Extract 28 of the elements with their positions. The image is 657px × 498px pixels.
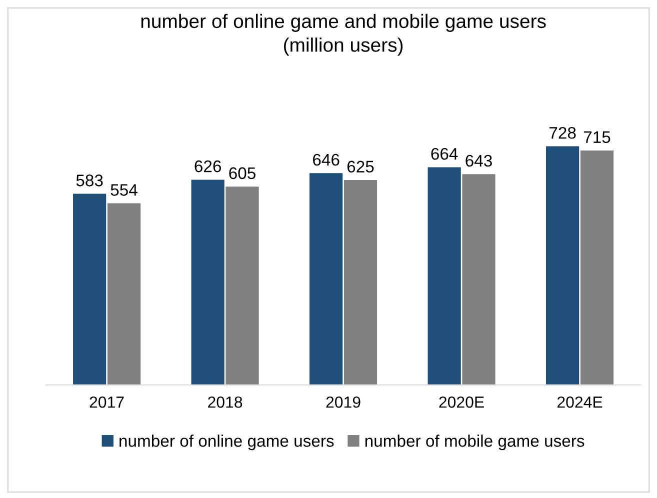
- bar: [310, 173, 343, 385]
- bar: [462, 174, 496, 385]
- bar: [344, 180, 378, 385]
- data-label: 554: [110, 184, 138, 196]
- data-label: 626: [194, 160, 221, 172]
- x-tick-label: 2017: [90, 396, 124, 408]
- x-tick-label: 2020E: [439, 396, 484, 408]
- data-label: 583: [76, 174, 103, 186]
- x-tick-label: 2018: [208, 396, 242, 408]
- x-tick-label: 2019: [326, 396, 360, 408]
- bar: [226, 186, 259, 385]
- legend-label: number of mobile game users: [365, 434, 584, 450]
- bar: [428, 167, 461, 385]
- x-tick-label: 2024E: [557, 396, 602, 408]
- legend-label: number of online game users: [120, 434, 334, 450]
- bar: [546, 146, 580, 385]
- bar: [107, 203, 141, 385]
- bar: [73, 194, 106, 385]
- data-label: 643: [466, 154, 492, 167]
- bar: [580, 150, 614, 385]
- bar: [191, 180, 224, 385]
- chart-title: number of online game and mobile game users (million users): [141, 14, 546, 56]
- data-label: 664: [431, 148, 458, 160]
- data-label: 605: [229, 167, 256, 180]
- data-label: 728: [550, 126, 576, 139]
- data-label: 715: [584, 131, 610, 144]
- data-label: 646: [313, 154, 340, 166]
- data-label: 625: [347, 160, 374, 173]
